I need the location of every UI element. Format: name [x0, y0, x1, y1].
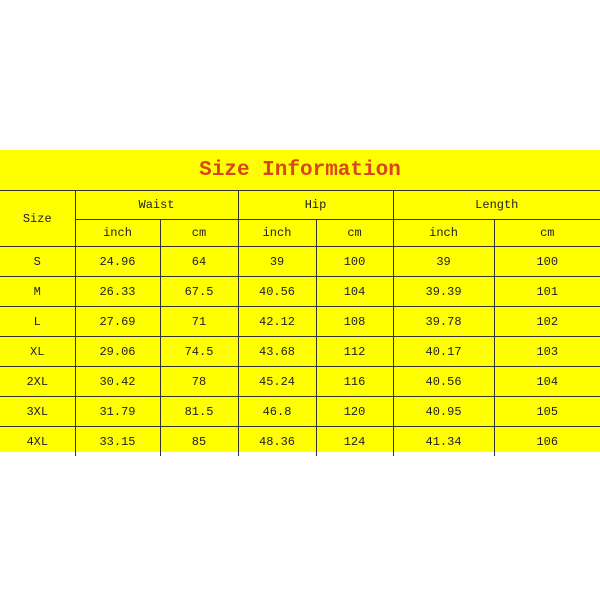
- measurement-cell: 43.68: [238, 336, 317, 367]
- measurement-cell: 45.24: [238, 366, 317, 397]
- measurement-cell: 64: [160, 246, 239, 277]
- header-size: Size: [0, 190, 76, 247]
- table-row: S 24.96 64 39 100 39 100: [0, 246, 600, 277]
- measurement-cell: 104: [316, 276, 394, 307]
- measurement-cell: 26.33: [75, 276, 161, 307]
- unit-header: inch: [393, 219, 495, 247]
- measurement-cell: 67.5: [160, 276, 239, 307]
- header-length: Length: [393, 190, 600, 220]
- table-row: XL 29.06 74.5 43.68 112 40.17 103: [0, 336, 600, 367]
- measurement-cell: 40.56: [393, 366, 495, 397]
- measurement-cell: 40.95: [393, 396, 495, 427]
- measurement-cell: 101: [494, 276, 600, 307]
- size-chart: Size Information Size Waist Hip Length i…: [0, 150, 600, 456]
- measurement-cell: 31.79: [75, 396, 161, 427]
- unit-header: cm: [316, 219, 394, 247]
- header-hip: Hip: [238, 190, 394, 220]
- table-row: 2XL 30.42 78 45.24 116 40.56 104: [0, 366, 600, 397]
- measurement-cell: 39.78: [393, 306, 495, 337]
- measurement-cell: 39.39: [393, 276, 495, 307]
- unit-header: inch: [75, 219, 161, 247]
- measurement-cell: 41.34: [393, 426, 495, 456]
- size-label-cell: XL: [0, 336, 76, 367]
- table-row: 4XL 33.15 85 48.36 124 41.34 106: [0, 426, 600, 456]
- measurement-cell: 42.12: [238, 306, 317, 337]
- measurement-cell: 74.5: [160, 336, 239, 367]
- measurement-cell: 71: [160, 306, 239, 337]
- measurement-cell: 81.5: [160, 396, 239, 427]
- measurement-cell: 100: [316, 246, 394, 277]
- table-row: L 27.69 71 42.12 108 39.78 102: [0, 306, 600, 337]
- measurement-cell: 85: [160, 426, 239, 456]
- measurement-cell: 108: [316, 306, 394, 337]
- size-label-cell: S: [0, 246, 76, 277]
- measurement-cell: 27.69: [75, 306, 161, 337]
- measurement-cell: 29.06: [75, 336, 161, 367]
- measurement-cell: 104: [494, 366, 600, 397]
- size-table: Size Waist Hip Length inch cm inch cm in…: [0, 190, 600, 456]
- header-waist: Waist: [75, 190, 239, 220]
- size-label-cell: L: [0, 306, 76, 337]
- unit-header: inch: [238, 219, 317, 247]
- size-label-cell: 3XL: [0, 396, 76, 427]
- measurement-cell: 105: [494, 396, 600, 427]
- measurement-cell: 39: [238, 246, 317, 277]
- measurement-cell: 78: [160, 366, 239, 397]
- size-label-cell: 4XL: [0, 426, 76, 456]
- unit-header: cm: [494, 219, 600, 247]
- measurement-cell: 103: [494, 336, 600, 367]
- table-row: M 26.33 67.5 40.56 104 39.39 101: [0, 276, 600, 307]
- measurement-cell: 100: [494, 246, 600, 277]
- unit-header: cm: [160, 219, 239, 247]
- measurement-cell: 40.56: [238, 276, 317, 307]
- measurement-cell: 48.36: [238, 426, 317, 456]
- measurement-cell: 102: [494, 306, 600, 337]
- measurement-cell: 106: [494, 426, 600, 456]
- size-label-cell: 2XL: [0, 366, 76, 397]
- measurement-cell: 120: [316, 396, 394, 427]
- measurement-cell: 46.8: [238, 396, 317, 427]
- chart-title: Size Information: [199, 159, 401, 182]
- measurement-cell: 30.42: [75, 366, 161, 397]
- size-label-cell: M: [0, 276, 76, 307]
- measurement-cell: 124: [316, 426, 394, 456]
- measurement-cell: 112: [316, 336, 394, 367]
- table-row: 3XL 31.79 81.5 46.8 120 40.95 105: [0, 396, 600, 427]
- measurement-cell: 24.96: [75, 246, 161, 277]
- measurement-cell: 40.17: [393, 336, 495, 367]
- measurement-cell: 33.15: [75, 426, 161, 456]
- measurement-cell: 116: [316, 366, 394, 397]
- measurement-cell: 39: [393, 246, 495, 277]
